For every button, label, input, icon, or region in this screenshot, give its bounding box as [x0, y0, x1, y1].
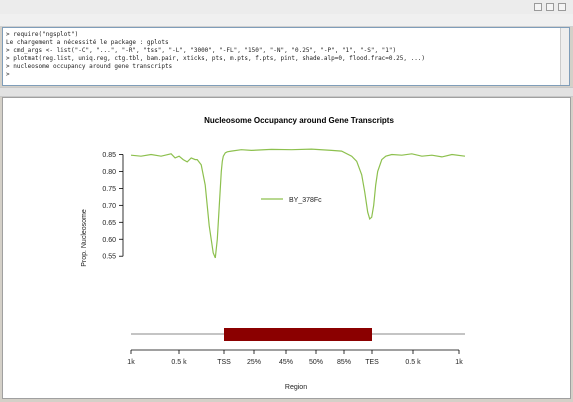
- y-tick-label: 0.55: [102, 254, 116, 261]
- x-tick-label: 50%: [309, 359, 323, 366]
- console-line: > cmd_args <- list("-C", "...", "-R", "t…: [6, 47, 397, 54]
- plot-window: Nucleosome Occupancy around Gene Transcr…: [2, 97, 571, 399]
- y-tick-label: 0.60: [102, 237, 116, 244]
- y-tick-label: 0.70: [102, 203, 116, 210]
- gene-track: [131, 328, 465, 341]
- console-scrollbar[interactable]: [560, 28, 569, 85]
- legend-entry: BY_378Fc: [289, 197, 322, 204]
- menu-bar: [0, 14, 573, 27]
- x-tick-label: 1k: [127, 359, 135, 366]
- y-tick-label: 0.75: [102, 186, 116, 193]
- y-axis: 0.55 0.60 0.65 0.70 0.75 0.80 0.85: [102, 152, 124, 261]
- x-tick-label: 25%: [247, 359, 261, 366]
- chart-title: Nucleosome Occupancy around Gene Transcr…: [204, 116, 394, 125]
- minimize-button[interactable]: [534, 3, 542, 11]
- x-tick-label: TES: [365, 359, 379, 366]
- maximize-button[interactable]: [546, 3, 554, 11]
- y-axis-label: Prop. Nucleosome: [81, 209, 88, 267]
- console-line: Le chargement a nécessité le package : g…: [6, 39, 169, 46]
- x-tick-label: 85%: [337, 359, 351, 366]
- nucleosome-occupancy-chart: Nucleosome Occupancy around Gene Transcr…: [81, 116, 466, 391]
- y-tick-label: 0.65: [102, 220, 116, 227]
- console-prompt[interactable]: >: [6, 71, 10, 78]
- y-tick-label: 0.85: [102, 152, 116, 159]
- console-line: > nucleosome occupancy around gene trans…: [6, 63, 173, 70]
- x-tick-label: 45%: [279, 359, 293, 366]
- x-axis: 1k 0.5 k TSS 25% 45% 50% 85% TES 0.5 k 1k: [127, 349, 463, 366]
- y-tick-label: 0.80: [102, 169, 116, 176]
- console-line: > require("ngsplot"): [6, 31, 79, 38]
- close-button[interactable]: [558, 3, 566, 11]
- console-line: > plotmat(reg.list, uniq.reg, ctg.tbl, b…: [6, 55, 426, 62]
- x-tick-label: TSS: [217, 359, 231, 366]
- gene-body-bar: [224, 328, 372, 341]
- pane-splitter[interactable]: [0, 87, 573, 97]
- r-console[interactable]: > require("ngsplot") Le chargement a néc…: [2, 27, 570, 86]
- x-tick-label: 0.5 k: [405, 359, 421, 366]
- window-titlebar: [0, 0, 573, 15]
- x-axis-label: Region: [285, 384, 307, 391]
- legend: BY_378Fc: [261, 197, 322, 204]
- x-tick-label: 0.5 k: [171, 359, 187, 366]
- series-line-by-378fc: [130, 148, 466, 259]
- x-tick-label: 1k: [455, 359, 463, 366]
